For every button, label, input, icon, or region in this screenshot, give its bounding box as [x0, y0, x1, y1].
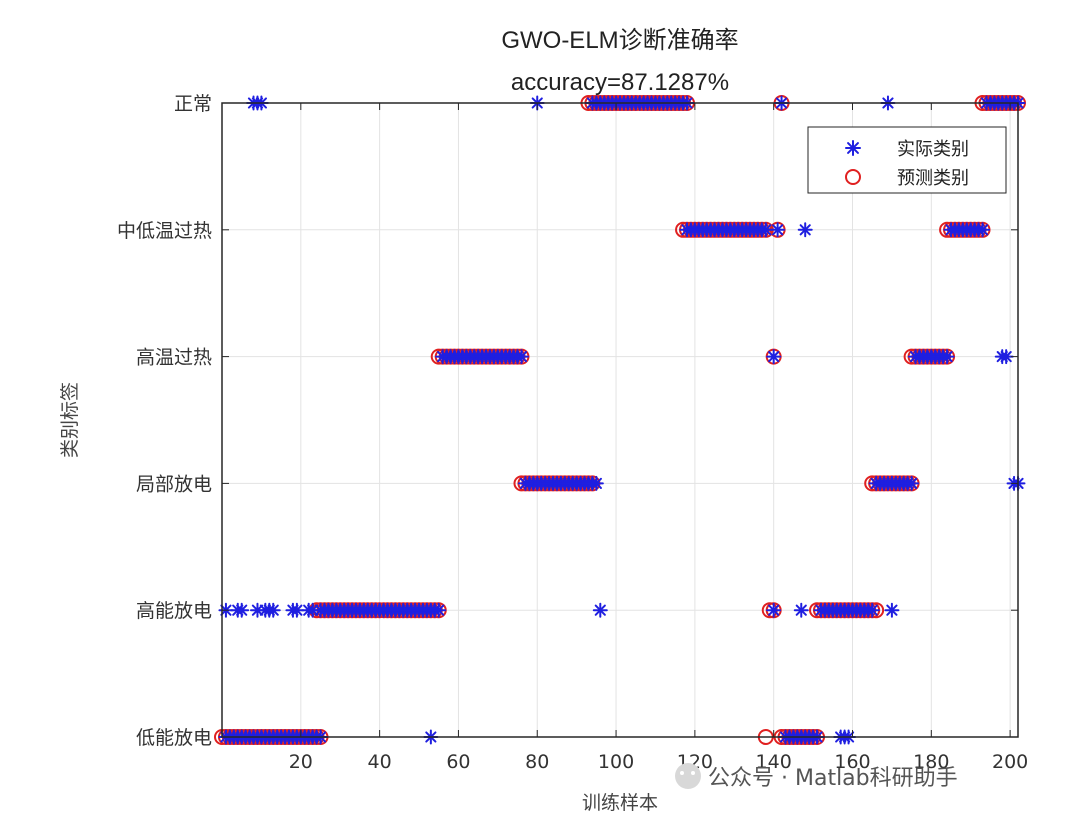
actual-point [766, 602, 782, 618]
x-tick-label: 40 [368, 751, 392, 773]
legend-actual-marker [845, 140, 861, 156]
y-tick-label: 正常 [174, 93, 212, 115]
actual-point [770, 222, 786, 238]
legend: 实际类别 预测类别 [807, 126, 1007, 194]
actual-point [797, 222, 813, 238]
x-tick-label: 180 [913, 751, 949, 773]
chart-title: GWO-ELM诊断准确率 [501, 27, 738, 54]
actual-point [766, 349, 782, 365]
y-tick-label: 低能放电 [136, 727, 212, 749]
actual-point [998, 349, 1014, 365]
actual-point [592, 602, 608, 618]
y-tick-labels: 低能放电 高能放电 局部放电 高温过热 中低温过热 正常 [117, 93, 212, 749]
axes-box [221, 102, 1019, 738]
actual-point [939, 349, 955, 365]
actual-point [431, 602, 447, 618]
actual-point [265, 602, 281, 618]
axis-ticks [222, 102, 1018, 738]
legend-actual-label: 实际类别 [897, 139, 969, 160]
wechat-icon [675, 763, 701, 789]
x-tick-label: 160 [834, 751, 870, 773]
actual-point [884, 602, 900, 618]
x-tick-label: 140 [756, 751, 792, 773]
watermark-text: 公众号 · Matlab科研助手 [708, 766, 958, 791]
x-tick-label: 100 [598, 751, 634, 773]
actual-point [975, 222, 991, 238]
y-tick-label: 局部放电 [136, 473, 212, 495]
actual-point [513, 349, 529, 365]
y-tick-label: 中低温过热 [117, 220, 212, 242]
actual-point [289, 602, 305, 618]
actual-point [758, 222, 774, 238]
x-tick-label: 60 [446, 751, 470, 773]
plot-area [222, 103, 1018, 737]
actual-point [584, 475, 600, 491]
actual-point [234, 602, 250, 618]
x-tick-label: 80 [525, 751, 549, 773]
x-tick-labels: 20 40 60 80 100 120 140 160 180 200 [289, 751, 1029, 773]
y-tick-label: 高温过热 [136, 347, 212, 369]
y-axis-label: 类别标签 [59, 382, 81, 458]
x-axis-label: 训练样本 [582, 792, 658, 814]
actual-point [864, 602, 880, 618]
actual-point [904, 475, 920, 491]
legend-asterisk [845, 140, 861, 156]
actual-point [793, 602, 809, 618]
x-tick-label: 200 [992, 751, 1028, 773]
legend-box [807, 126, 1007, 194]
x-tick-label: 20 [289, 751, 313, 773]
watermark: 公众号 · Matlab科研助手 [675, 763, 958, 791]
legend-predicted-marker [845, 169, 861, 185]
legend-predicted-label: 预测类别 [897, 168, 969, 189]
y-tick-label: 高能放电 [136, 600, 212, 622]
chart-subtitle: accuracy=87.1287% [511, 69, 729, 96]
